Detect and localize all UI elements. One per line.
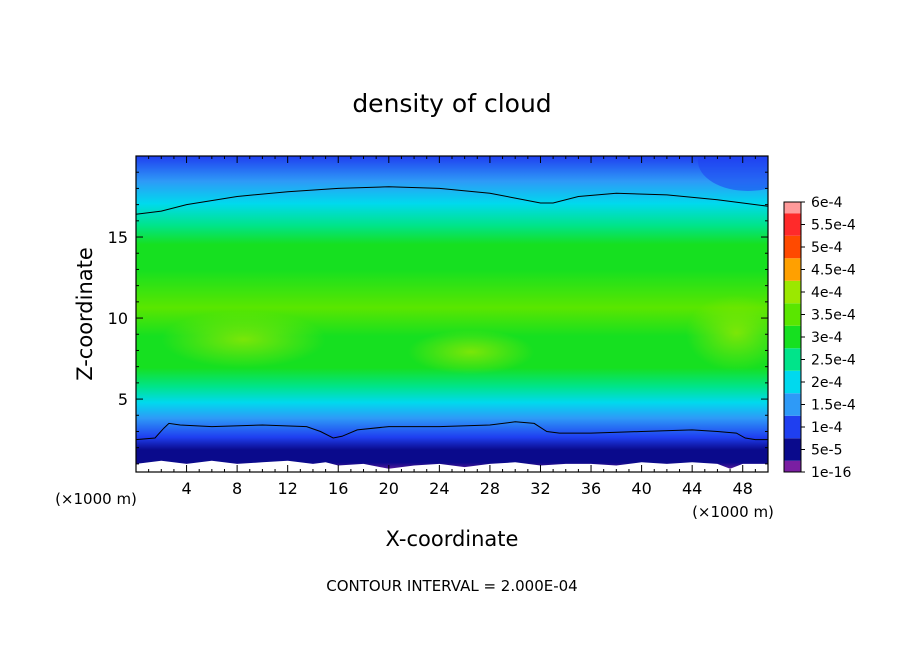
colorbar-swatch xyxy=(784,258,801,281)
x-tick-label: 32 xyxy=(530,479,550,498)
colorbar-legend: 1e-16 5e-5 1e-4 1.5e-4 2e-4 2.5e-4 3e-4 3.5e-4 4… xyxy=(783,195,856,481)
colorbar-label: 2.5e-4 xyxy=(811,353,856,369)
y-axis-unit: (×1000 m) xyxy=(55,490,137,508)
colorbar-swatch xyxy=(784,202,801,214)
x-axis: 4 8 12 16 20 24 28 32 36 40 44 48 xyxy=(148,156,756,498)
x-tick-label: 20 xyxy=(379,479,399,498)
colorbar-frame xyxy=(783,201,802,473)
colorbar-label: 1e-16 xyxy=(811,465,851,481)
colorbar-label: 3.5e-4 xyxy=(811,308,856,324)
x-tick-label: 4 xyxy=(181,479,191,498)
colorbar-label: 4.5e-4 xyxy=(811,263,856,279)
contour-line-0 xyxy=(136,186,768,215)
colorbar-swatch xyxy=(784,325,801,349)
chart-title: density of cloud xyxy=(352,89,551,118)
colorbar-swatch xyxy=(784,460,801,472)
colorbar-label: 4e-4 xyxy=(811,285,843,301)
colorbar-swatch xyxy=(784,213,801,236)
clear-air-region xyxy=(136,460,768,472)
colorbar-label: 5e-5 xyxy=(811,443,842,459)
x-axis-label: X-coordinate xyxy=(386,527,519,551)
x-tick-label: 12 xyxy=(278,479,298,498)
x-tick-label: 28 xyxy=(480,479,500,498)
x-tick-label: 48 xyxy=(733,479,753,498)
x-tick-label: 44 xyxy=(682,479,702,498)
colorbar-swatch xyxy=(784,393,801,416)
colorbar-swatch xyxy=(784,415,801,439)
colorbar-swatch xyxy=(784,303,801,326)
colorbar-swatch xyxy=(784,370,801,394)
y-tick-label: 5 xyxy=(118,390,128,409)
colorbar-label: 6e-4 xyxy=(811,195,843,211)
x-tick-label: 40 xyxy=(631,479,651,498)
colorbar-label: 5e-4 xyxy=(811,240,843,256)
x-tick-label: 36 xyxy=(581,479,601,498)
contour-interval-note: CONTOUR INTERVAL = 2.000E-04 xyxy=(326,577,577,595)
y-axis-label: Z-coordinate xyxy=(73,247,97,381)
y-tick-label: 10 xyxy=(108,309,128,328)
plot-area xyxy=(135,155,769,473)
colorbar-label: 1.5e-4 xyxy=(811,398,856,414)
colorbar-swatch xyxy=(784,280,801,304)
colorbar-swatch xyxy=(784,235,801,259)
y-axis: 5 10 15 xyxy=(108,171,768,465)
colorbar-swatch xyxy=(784,438,801,461)
colorbar-label: 2e-4 xyxy=(811,375,843,391)
x-tick-label: 24 xyxy=(429,479,449,498)
x-tick-label: 16 xyxy=(328,479,348,498)
x-axis-unit: (×1000 m) xyxy=(692,503,774,521)
colorbar-swatch xyxy=(784,348,801,371)
y-tick-label: 15 xyxy=(108,228,128,247)
contour-line-1 xyxy=(136,421,768,441)
x-tick-label: 8 xyxy=(232,479,242,498)
colorbar-label: 3e-4 xyxy=(811,330,843,346)
colorbar-label: 1e-4 xyxy=(811,420,843,436)
colorbar-label: 5.5e-4 xyxy=(811,218,856,234)
